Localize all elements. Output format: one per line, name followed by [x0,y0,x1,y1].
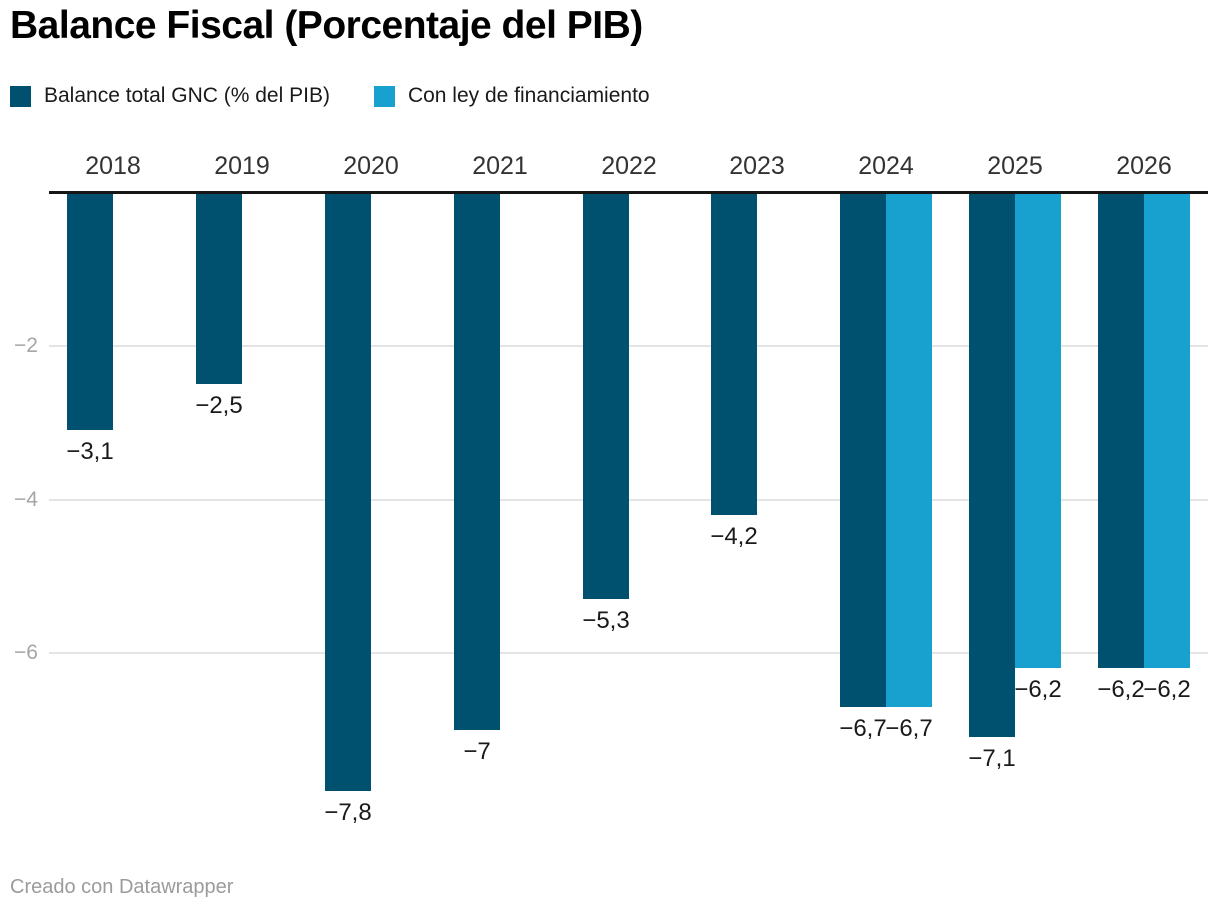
bar-2020-series1 [325,194,371,791]
legend-swatch-icon [373,85,395,107]
value-label-2024-series1: −6,7 [839,715,887,742]
x-axis-label-2024: 2024 [858,152,914,180]
value-label-2020-series1: −7,8 [324,799,372,826]
x-axis-label-2021: 2021 [472,152,528,180]
chart-title: Balance Fiscal (Porcentaje del PIB) [10,4,643,47]
legend-item-1: Con ley de financiamiento [373,84,650,108]
value-label-2018-series1: −3,1 [66,438,114,465]
x-axis-label-2026: 2026 [1116,152,1172,180]
bar-2026-series1 [1098,194,1144,668]
value-label-2019-series1: −2,5 [195,392,243,419]
bar-2025-series2 [1015,194,1061,668]
y-axis-tick-label: −6 [14,641,38,664]
x-axis-label-2020: 2020 [343,152,399,180]
bar-2024-series1 [840,194,886,707]
bar-2024-series2 [886,194,932,707]
legend-swatch-icon [10,85,31,107]
value-label-2022-series1: −5,3 [582,607,630,634]
value-label-2024-series2: −6,7 [885,715,933,742]
x-axis-label-2025: 2025 [987,152,1043,180]
attribution-link[interactable]: Creado con Datawrapper [10,876,234,898]
x-axis-label-2022: 2022 [601,152,657,180]
x-axis-label-2019: 2019 [214,152,270,180]
value-label-2021-series1: −7 [463,738,491,765]
bar-2025-series1 [969,194,1015,737]
legend-label: Balance total GNC (% del PIB) [44,84,330,107]
bar-2018-series1 [67,194,113,430]
legend-item-0: Balance total GNC (% del PIB) [10,84,330,108]
bar-2022-series1 [583,194,629,599]
bar-2026-series2 [1144,194,1190,668]
legend-label: Con ley de financiamiento [407,84,650,107]
y-axis-tick-label: −2 [14,334,38,357]
legend: Balance total GNC (% del PIB) Con ley de … [10,84,650,108]
value-label-2023-series1: −4,2 [710,523,758,550]
value-label-2025-series2: −6,2 [1014,676,1062,703]
x-axis-label-2018: 2018 [85,152,141,180]
value-label-2025-series1: −7,1 [968,745,1016,772]
zero-baseline [49,191,1208,194]
x-axis-label-2023: 2023 [729,152,785,180]
y-axis-tick-label: −4 [14,488,38,511]
bar-2023-series1 [711,194,757,515]
bar-2019-series1 [196,194,242,384]
gridline [49,652,1208,654]
bar-2021-series1 [454,194,500,730]
value-label-2026-series2: −6,2 [1143,676,1191,703]
value-label-2026-series1: −6,2 [1097,676,1145,703]
